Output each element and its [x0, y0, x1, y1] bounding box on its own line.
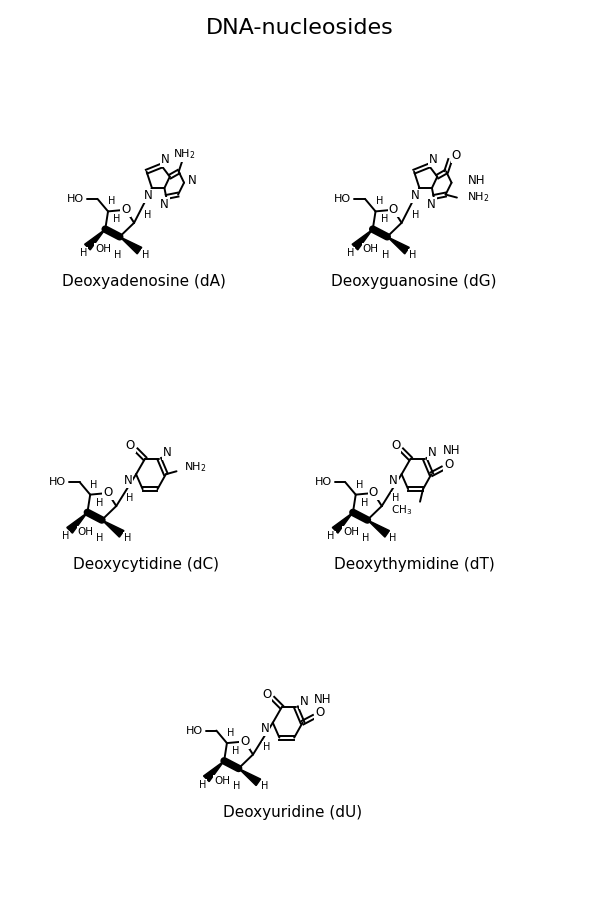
Text: NH$_2$: NH$_2$: [467, 191, 490, 204]
Polygon shape: [67, 512, 88, 533]
Text: H: H: [233, 781, 240, 791]
Text: H: H: [361, 498, 368, 508]
Text: H: H: [356, 480, 364, 490]
Text: O: O: [240, 735, 250, 748]
Polygon shape: [239, 769, 260, 786]
Text: N: N: [160, 198, 169, 212]
Text: H: H: [95, 498, 103, 508]
Text: O: O: [121, 203, 130, 216]
Text: NH: NH: [443, 445, 460, 457]
Text: N: N: [428, 446, 437, 459]
Text: Deoxyuridine (dU): Deoxyuridine (dU): [223, 806, 362, 820]
Text: N: N: [427, 198, 436, 212]
Text: O: O: [444, 458, 453, 471]
Text: N: N: [161, 153, 170, 166]
Text: H: H: [389, 533, 397, 543]
Text: H: H: [347, 248, 355, 258]
Text: H: H: [113, 214, 121, 224]
Text: H: H: [232, 746, 240, 756]
Text: OH: OH: [343, 527, 359, 537]
Polygon shape: [102, 520, 124, 537]
Text: NH: NH: [467, 175, 485, 187]
Text: H: H: [109, 196, 116, 206]
Text: H: H: [127, 493, 134, 503]
Text: Deoxyguanosine (dG): Deoxyguanosine (dG): [331, 274, 497, 289]
Text: O: O: [391, 439, 400, 453]
Polygon shape: [203, 760, 224, 781]
Text: N: N: [163, 446, 172, 459]
Text: NH: NH: [314, 693, 331, 706]
Text: H: H: [62, 531, 70, 541]
Text: O: O: [103, 487, 113, 500]
Text: HO: HO: [49, 477, 66, 487]
Text: N: N: [188, 175, 196, 187]
Text: N: N: [411, 190, 420, 203]
Text: H: H: [376, 196, 383, 206]
Text: H: H: [114, 249, 121, 259]
Text: H: H: [144, 210, 152, 220]
Text: H: H: [80, 248, 87, 258]
Text: H: H: [412, 210, 419, 220]
Text: H: H: [381, 214, 388, 224]
Text: OH: OH: [95, 244, 111, 254]
Text: H: H: [96, 533, 104, 543]
Text: NH$_2$: NH$_2$: [184, 461, 207, 474]
Text: O: O: [315, 706, 325, 719]
Text: OH: OH: [363, 244, 379, 254]
Text: N: N: [260, 722, 269, 735]
Text: N: N: [427, 198, 436, 212]
Text: N: N: [389, 473, 398, 487]
Text: Deoxycytidine (dC): Deoxycytidine (dC): [73, 557, 220, 572]
Text: H: H: [199, 779, 206, 790]
Text: H: H: [142, 249, 149, 259]
Text: H: H: [263, 742, 271, 751]
Polygon shape: [119, 237, 142, 254]
Polygon shape: [352, 230, 373, 250]
Text: H: H: [227, 728, 235, 738]
Polygon shape: [85, 230, 105, 250]
Text: HO: HO: [186, 725, 203, 735]
Text: HO: HO: [67, 194, 84, 204]
Text: H: H: [392, 493, 400, 503]
Text: O: O: [125, 439, 135, 453]
Polygon shape: [332, 512, 353, 533]
Text: N: N: [143, 190, 152, 203]
Text: CH$_3$: CH$_3$: [391, 503, 412, 517]
Text: H: H: [124, 533, 131, 543]
Text: HO: HO: [314, 477, 332, 487]
Text: DNA-nucleosides: DNA-nucleosides: [206, 18, 394, 38]
Text: O: O: [262, 688, 271, 701]
Text: OH: OH: [77, 527, 94, 537]
Text: N: N: [299, 695, 308, 707]
Text: NH$_2$: NH$_2$: [173, 147, 196, 160]
Polygon shape: [367, 520, 389, 537]
Text: H: H: [328, 531, 335, 541]
Text: H: H: [382, 249, 389, 259]
Text: O: O: [369, 487, 378, 500]
Polygon shape: [387, 237, 409, 254]
Text: H: H: [362, 533, 369, 543]
Text: N: N: [124, 473, 133, 487]
Text: O: O: [389, 203, 398, 216]
Text: O: O: [451, 149, 461, 162]
Text: H: H: [91, 480, 98, 490]
Text: Deoxythymidine (dT): Deoxythymidine (dT): [334, 557, 494, 572]
Text: HO: HO: [334, 194, 352, 204]
Text: H: H: [260, 781, 268, 791]
Text: H: H: [409, 249, 416, 259]
Text: OH: OH: [214, 776, 230, 786]
Text: N: N: [428, 153, 437, 166]
Text: Deoxyadenosine (dA): Deoxyadenosine (dA): [62, 274, 226, 289]
